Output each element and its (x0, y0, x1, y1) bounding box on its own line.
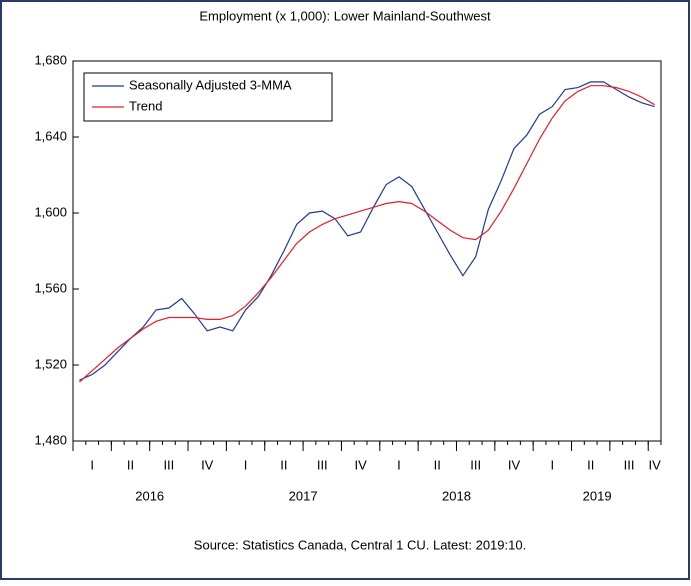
legend-label: Trend (129, 98, 162, 113)
x-tick-label: I (551, 457, 555, 472)
year-label: 2019 (583, 488, 612, 503)
year-label: 2017 (289, 488, 318, 503)
legend-box (83, 72, 333, 122)
x-tick-label: I (397, 457, 401, 472)
x-tick-label: IV (201, 457, 214, 472)
legend-label: Seasonally Adjusted 3-MMA (129, 77, 292, 92)
x-tick-label: III (470, 457, 481, 472)
y-tick-label: 1,640 (34, 128, 67, 143)
x-tick-label: IV (648, 457, 661, 472)
x-tick-label: II (280, 457, 287, 472)
x-tick-label: II (587, 457, 594, 472)
series-line (79, 85, 655, 383)
x-tick-label: IV (508, 457, 521, 472)
x-tick-label: III (317, 457, 328, 472)
y-tick-label: 1,680 (34, 52, 67, 67)
x-tick-label: III (163, 457, 174, 472)
source-note: Source: Statistics Canada, Central 1 CU.… (194, 537, 526, 552)
x-tick-label: I (244, 457, 248, 472)
x-tick-label: II (434, 457, 441, 472)
y-tick-label: 1,600 (34, 204, 67, 219)
year-label: 2018 (442, 488, 471, 503)
x-tick-label: III (624, 457, 635, 472)
chart-title: Employment (x 1,000): Lower Mainland-Sou… (199, 8, 491, 23)
x-tick-label: IV (354, 457, 367, 472)
x-tick-label: II (127, 457, 134, 472)
x-tick-label: I (90, 457, 94, 472)
y-tick-label: 1,560 (34, 280, 67, 295)
series-line (79, 81, 655, 381)
y-tick-label: 1,480 (34, 432, 67, 447)
year-label: 2016 (135, 488, 164, 503)
y-tick-label: 1,520 (34, 356, 67, 371)
